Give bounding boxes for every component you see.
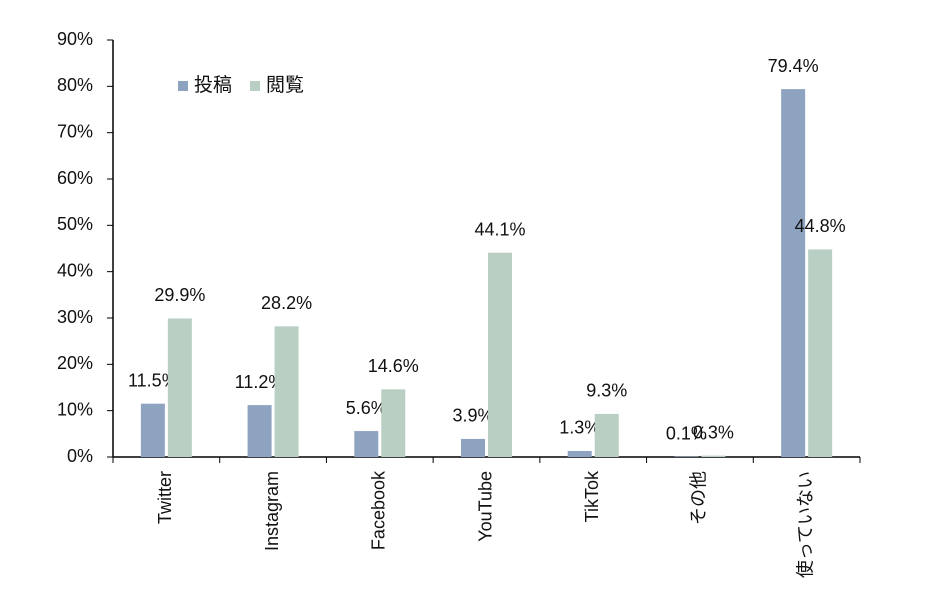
y-tick-label: 0%: [67, 446, 93, 466]
bar: [167, 318, 192, 457]
data-label: 0.1%: [666, 423, 707, 443]
data-label: 11.2%: [235, 372, 285, 392]
bar: [488, 252, 512, 457]
data-label: 79.4%: [768, 56, 819, 76]
x-tick-label: YouTube: [475, 471, 495, 542]
y-tick-label: 50%: [57, 214, 93, 234]
x-tick-label: Twitter: [155, 471, 175, 524]
bar: [274, 326, 299, 457]
bar: [701, 455, 726, 457]
y-tick-label: 30%: [57, 307, 93, 327]
bar: [140, 403, 165, 457]
data-label: 29.9%: [154, 285, 205, 305]
x-tick-label: TikTok: [582, 470, 602, 522]
x-tick-label: Instagram: [262, 471, 282, 551]
y-tick-label: 60%: [57, 168, 93, 188]
data-label: 44.1%: [474, 219, 525, 239]
legend-label: 投稿: [194, 74, 232, 96]
x-tick-label: Facebook: [369, 470, 389, 550]
y-tick-label: 10%: [57, 399, 93, 419]
legend-swatch: [250, 81, 260, 91]
data-label: 9.3%: [586, 381, 627, 401]
bar: [354, 431, 379, 457]
data-label: 14.6%: [368, 356, 419, 376]
x-tick-label: 使っていない: [795, 471, 815, 578]
y-tick-label: 70%: [57, 121, 93, 141]
bar: [808, 249, 833, 457]
bar: [247, 405, 272, 457]
data-label: 1.3%: [559, 418, 600, 438]
data-label: 28.2%: [261, 293, 312, 313]
y-tick-label: 40%: [57, 260, 93, 280]
y-tick-label: 80%: [57, 75, 93, 95]
y-tick-label: 20%: [57, 353, 93, 373]
legend-swatch: [178, 81, 188, 91]
data-label: 5.6%: [346, 398, 387, 418]
data-label: 11.5%: [128, 370, 178, 390]
bar: [567, 450, 592, 457]
bar: [461, 438, 485, 457]
bar: [594, 413, 619, 457]
data-label: 3.9%: [452, 406, 493, 426]
legend-label: 閲覧: [266, 74, 304, 96]
x-tick-label: その他: [689, 471, 709, 525]
data-label: 44.8%: [795, 216, 846, 236]
bar: [781, 89, 806, 457]
y-tick-label: 90%: [57, 29, 93, 49]
data-label: 0.3%: [693, 422, 734, 442]
bar: [381, 389, 406, 457]
